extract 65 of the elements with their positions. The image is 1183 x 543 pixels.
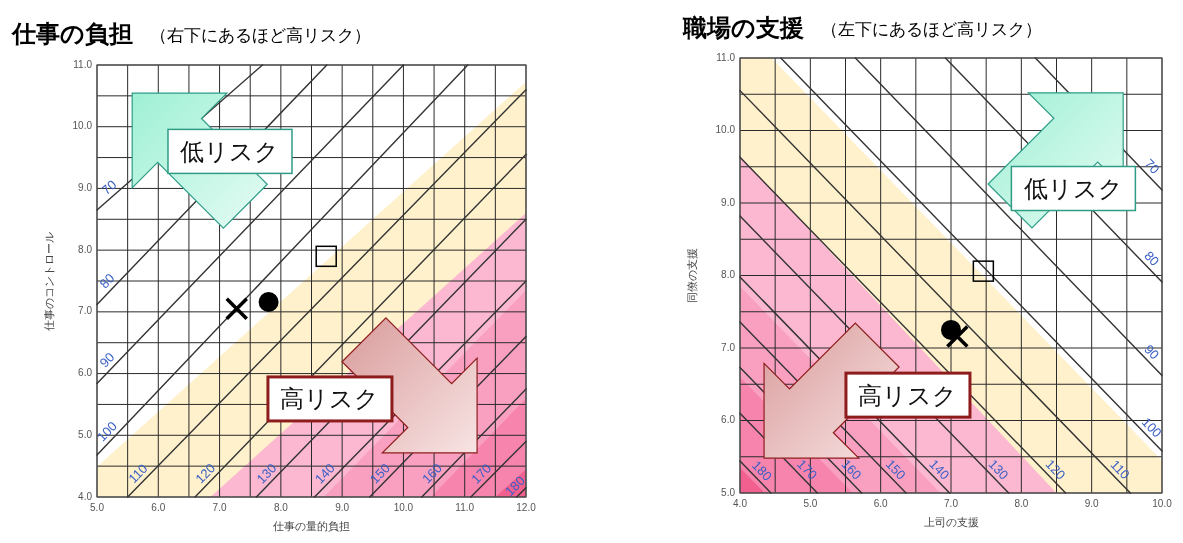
x-tick-label: 5.0	[90, 502, 105, 513]
x-tick-label: 9.0	[335, 502, 350, 513]
x-tick-label: 4.0	[733, 498, 748, 509]
text: 90	[1141, 341, 1163, 363]
y-tick-label: 8.0	[721, 269, 736, 281]
text: 110	[125, 460, 151, 487]
text: 150	[367, 460, 393, 487]
text: 120	[1042, 456, 1069, 483]
text: 110	[1107, 456, 1133, 483]
annotation: 低リスク	[180, 137, 280, 165]
text: 90	[96, 349, 118, 371]
x-tick-label: 7.0	[212, 502, 227, 513]
y-tick-label: 9.0	[78, 182, 93, 194]
x-tick-label: 8.0	[1014, 498, 1029, 509]
text: 100	[94, 418, 120, 445]
y-tick-label: 7.0	[78, 305, 93, 317]
x-tick-label: 11.0	[455, 502, 475, 513]
text: 80	[96, 270, 118, 292]
y-tick-label: 10.0	[715, 124, 736, 136]
text: 150	[882, 456, 909, 483]
y-tick-label: 11.0	[73, 58, 93, 70]
chart-title: 仕事の負担	[11, 20, 133, 47]
y-tick-label: 6.0	[721, 414, 736, 426]
y-axis-title: 仕事のコントロール	[43, 231, 55, 331]
text: 170	[468, 460, 495, 487]
x-tick-label: 9.0	[1084, 498, 1100, 509]
x-tick-label: 10.0	[393, 502, 414, 513]
chart-subtitle: （右下にあるほど高リスク）	[150, 26, 371, 45]
annotation: 高リスク	[858, 381, 958, 409]
x-axis-title: 上司の支援	[923, 516, 979, 528]
x-tick-label: 8.0	[273, 502, 289, 513]
y-tick-label: 10.0	[72, 120, 93, 132]
x-tick-label: 6.0	[151, 502, 166, 513]
text: 170	[794, 456, 821, 483]
text: 140	[926, 456, 953, 483]
text: 80	[1141, 248, 1163, 269]
x-axis-title: 仕事の量的負担	[273, 520, 350, 532]
chart-title: 職場の支援	[682, 14, 804, 41]
annotation: 低リスク	[1023, 175, 1123, 202]
x-tick-label: 6.0	[873, 498, 889, 509]
y-tick-label: 5.0	[721, 486, 736, 498]
x-tick-label: 7.0	[944, 498, 959, 509]
y-tick-label: 5.0	[78, 428, 93, 440]
x-tick-label: 10.0	[1152, 498, 1173, 509]
y-tick-label: 6.0	[78, 367, 93, 379]
text: 130	[253, 460, 280, 487]
text: 120	[192, 460, 219, 487]
text: 130	[985, 456, 1012, 483]
text: 180	[749, 457, 775, 484]
text: 140	[311, 460, 338, 487]
x-tick-label: 5.0	[803, 498, 818, 509]
text: 160	[419, 460, 445, 487]
text: 100	[1138, 414, 1165, 441]
text: 70	[1141, 155, 1163, 177]
x-tick-label: 12.0	[516, 502, 537, 513]
text: 70	[98, 176, 120, 198]
y-tick-label: 9.0	[721, 196, 736, 208]
y-tick-label: 7.0	[721, 341, 736, 353]
y-tick-label: 8.0	[78, 243, 93, 255]
text: 180	[502, 473, 528, 499]
chart-subtitle: （左下にあるほど高リスク）	[821, 20, 1042, 39]
y-tick-label: 11.0	[716, 51, 736, 63]
text: 160	[838, 456, 865, 483]
annotation: 高リスク	[280, 385, 380, 413]
y-axis-title: 同僚の支援	[686, 248, 698, 303]
